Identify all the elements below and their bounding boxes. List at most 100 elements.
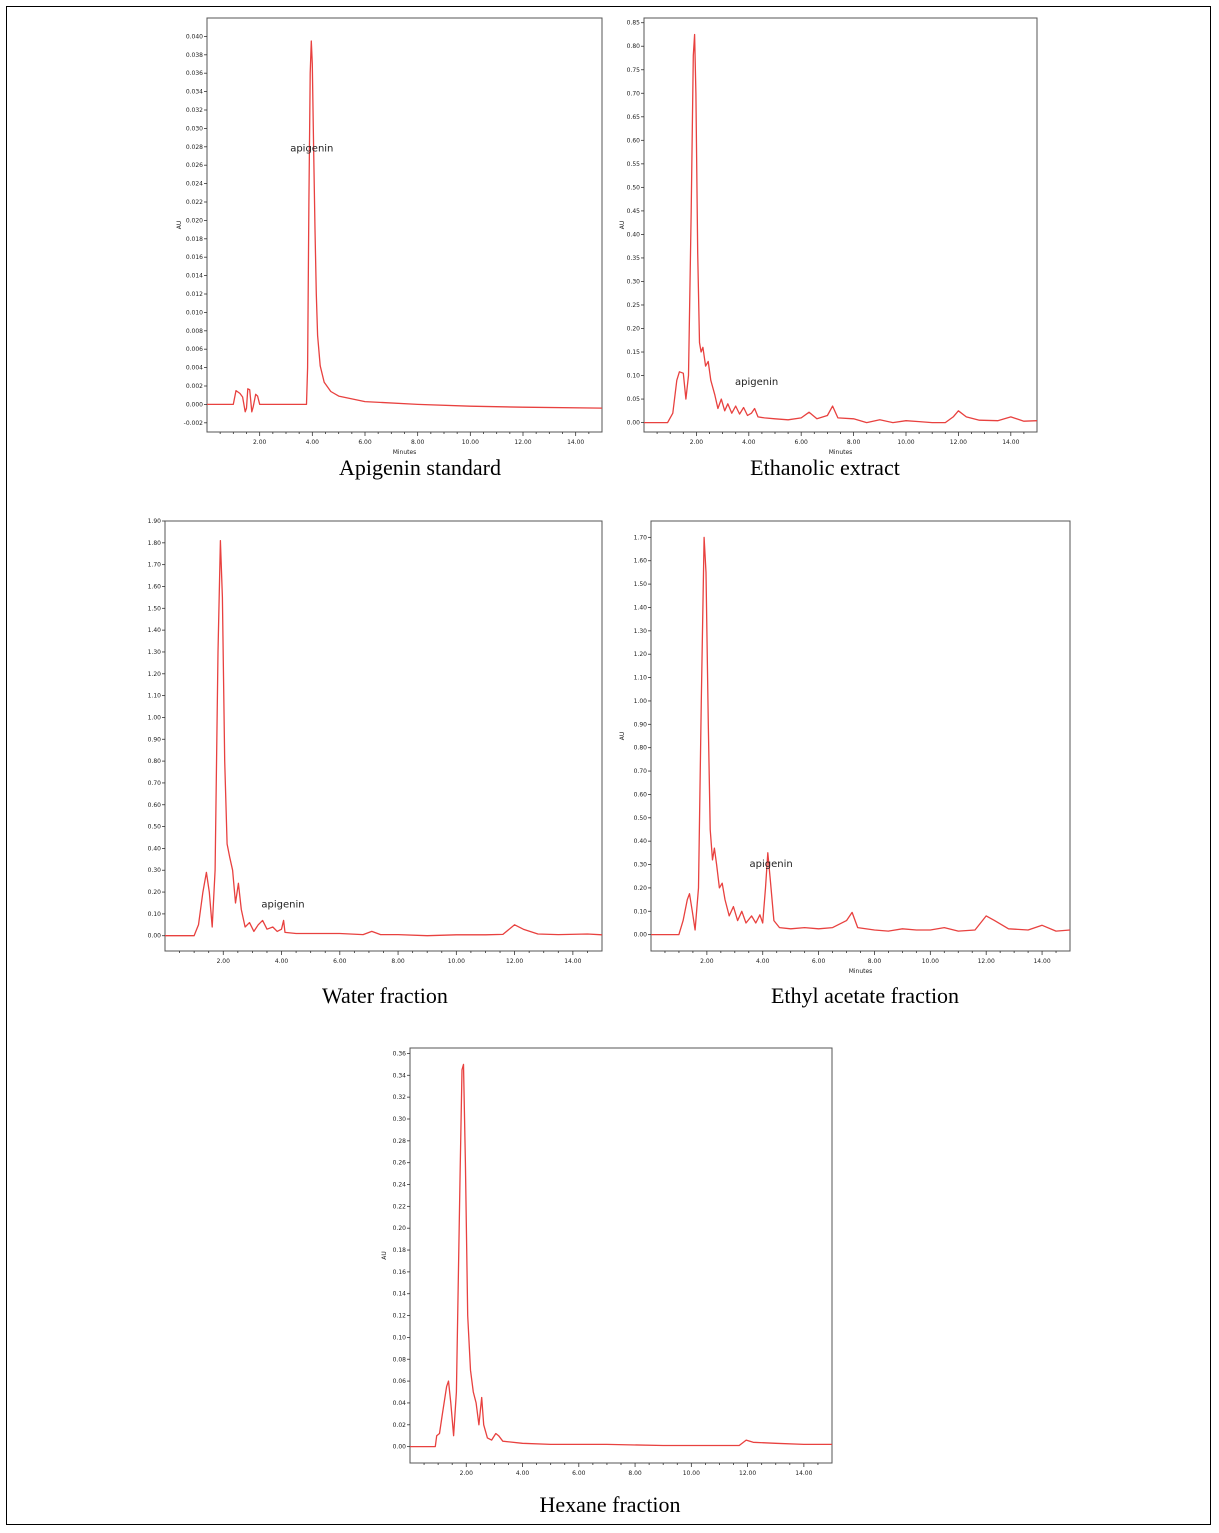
y-axis-title: AU — [176, 221, 183, 230]
y-tick-label: 0.028 — [186, 144, 203, 151]
caption-apigenin-standard: Apigenin standard — [339, 455, 501, 480]
x-tick-label: 2.00 — [217, 958, 231, 965]
plot-area-ethyl-acetate-fraction — [650, 520, 1071, 952]
y-tick-label: 0.22 — [393, 1203, 407, 1210]
x-tick-label: 2.00 — [690, 439, 704, 446]
chromatogram-panel-hexane-fraction: 0.00 0.02 0.04 0.06 0.08 0.10 0.12 0.14 0.16 0.18… — [380, 1045, 835, 1490]
y-tick-label: 0.80 — [148, 758, 162, 765]
plot-area-water-fraction — [164, 520, 603, 952]
y-tick-label: 0.20 — [627, 326, 641, 333]
x-tick-label: 6.00 — [358, 439, 372, 446]
x-tick-label: 8.00 — [391, 958, 405, 965]
y-tick-label: 0.28 — [393, 1138, 407, 1145]
y-tick-label: 1.40 — [148, 627, 162, 634]
y-tick-label: 1.70 — [148, 562, 162, 569]
x-tick-label: 6.00 — [795, 439, 809, 446]
y-tick-label: 0.00 — [634, 932, 648, 939]
y-tick-label: 0.034 — [186, 89, 203, 96]
y-tick-label: 0.50 — [148, 824, 162, 831]
x-tick-label: 2.00 — [700, 958, 714, 965]
y-tick-label: 0.016 — [186, 254, 203, 261]
y-tick-label: 0.80 — [634, 745, 648, 752]
y-tick-label: 0.040 — [186, 33, 203, 40]
x-tick-label: 2.00 — [253, 439, 267, 446]
chromatogram-hexane-fraction: 0.00 0.02 0.04 0.06 0.08 0.10 0.12 0.14 0.16 0.18… — [381, 1047, 833, 1477]
x-tick-label: 6.00 — [333, 958, 347, 965]
x-tick-label: 4.00 — [756, 958, 770, 965]
y-tick-label: 0.08 — [393, 1356, 407, 1363]
y-axis-title: AU — [381, 1251, 388, 1260]
chromatogram-trace-ethyl-acetate-fraction — [651, 536, 1070, 936]
chromatogram-panel-apigenin-standard: -0.002 0.000 0.002 0.004 0.006 0.008 0.010 0.01… — [175, 15, 605, 460]
x-tick-label: 12.00 — [514, 439, 531, 446]
x-tick-label: 2.00 — [460, 1470, 474, 1477]
y-tick-label: 0.032 — [186, 107, 203, 114]
y-tick-label: 0.038 — [186, 52, 203, 59]
y-tick-label: 0.24 — [393, 1182, 407, 1189]
y-tick-label: 1.30 — [148, 649, 162, 656]
y-tick-label: 0.30 — [627, 278, 641, 285]
y-tick-label: 0.06 — [393, 1378, 407, 1385]
y-tick-label: 1.10 — [634, 675, 648, 682]
y-tick-label: 0.10 — [627, 373, 641, 380]
y-tick-label: 1.90 — [148, 518, 162, 525]
y-tick-label: 0.20 — [148, 889, 162, 896]
x-tick-label: 12.00 — [506, 958, 523, 965]
y-tick-label: 1.00 — [148, 714, 162, 721]
caption-ethyl-acetate-fraction: Ethyl acetate fraction — [770, 983, 960, 1008]
x-tick-label: 8.00 — [868, 958, 882, 965]
annotation-label: apigenin — [290, 143, 333, 154]
y-tick-label: 0.030 — [186, 125, 203, 132]
x-tick-label: 12.00 — [950, 439, 967, 446]
x-tick-label: 8.00 — [847, 439, 861, 446]
chromatogram-ethanolic-extract: 0.00 0.05 0.10 0.15 0.20 0.25 0.30 0.35 0.40 0.45… — [619, 17, 1038, 456]
y-tick-label: 0.00 — [393, 1444, 407, 1451]
plot-area-ethanolic-extract — [643, 17, 1038, 433]
y-tick-label: 1.50 — [148, 605, 162, 612]
y-tick-label: 0.80 — [627, 43, 641, 50]
y-tick-label: 0.014 — [186, 273, 203, 280]
y-tick-label: 0.60 — [634, 791, 648, 798]
y-tick-label: 0.004 — [186, 365, 203, 372]
y-tick-label: 0.024 — [186, 181, 203, 188]
y-axis-title: AU — [619, 221, 626, 230]
caption-ethanolic-extract: Ethanolic extract — [750, 455, 900, 480]
chromatogram-trace-apigenin-standard — [207, 40, 602, 413]
x-tick-label: 4.00 — [516, 1470, 530, 1477]
y-tick-label: 0.75 — [627, 67, 641, 74]
y-tick-label: 0.15 — [627, 349, 641, 356]
y-tick-label: 0.32 — [393, 1094, 407, 1101]
y-tick-label: 0.00 — [627, 420, 641, 427]
y-tick-label: 0.20 — [393, 1225, 407, 1232]
y-tick-label: 0.036 — [186, 70, 203, 77]
x-tick-label: 4.00 — [742, 439, 756, 446]
y-tick-label: 0.18 — [393, 1247, 407, 1254]
x-tick-label: 6.00 — [572, 1470, 586, 1477]
y-tick-label: 0.008 — [186, 328, 203, 335]
y-tick-label: 0.00 — [148, 933, 162, 940]
chromatogram-panel-ethanolic-extract: 0.00 0.05 0.10 0.15 0.20 0.25 0.30 0.35 0.40 0.45… — [618, 15, 1040, 460]
y-tick-label: 0.002 — [186, 383, 203, 390]
plot-area-apigenin-standard — [206, 17, 603, 433]
y-tick-label: 1.10 — [148, 693, 162, 700]
y-tick-label: 0.14 — [393, 1291, 407, 1298]
y-tick-label: 0.010 — [186, 309, 203, 316]
x-tick-label: 14.00 — [795, 1470, 812, 1477]
y-tick-label: 1.20 — [634, 651, 648, 658]
y-tick-label: 0.30 — [634, 862, 648, 869]
y-tick-label: 0.006 — [186, 346, 203, 353]
y-tick-label: 0.026 — [186, 162, 203, 169]
x-tick-label: 8.00 — [628, 1470, 642, 1477]
x-tick-label: 10.00 — [462, 439, 479, 446]
y-tick-label: 0.04 — [393, 1400, 407, 1407]
y-tick-label: 0.55 — [627, 161, 641, 168]
x-tick-label: 8.00 — [411, 439, 425, 446]
y-tick-label: 1.60 — [634, 558, 648, 565]
chromatogram-trace-ethanolic-extract — [644, 33, 1037, 424]
annotation-label: apigenin — [261, 899, 304, 910]
x-tick-label: 14.00 — [567, 439, 584, 446]
y-tick-label: 0.30 — [393, 1116, 407, 1123]
y-tick-label: 1.70 — [634, 534, 648, 541]
y-tick-label: 0.60 — [148, 802, 162, 809]
y-tick-label: 0.10 — [393, 1334, 407, 1341]
